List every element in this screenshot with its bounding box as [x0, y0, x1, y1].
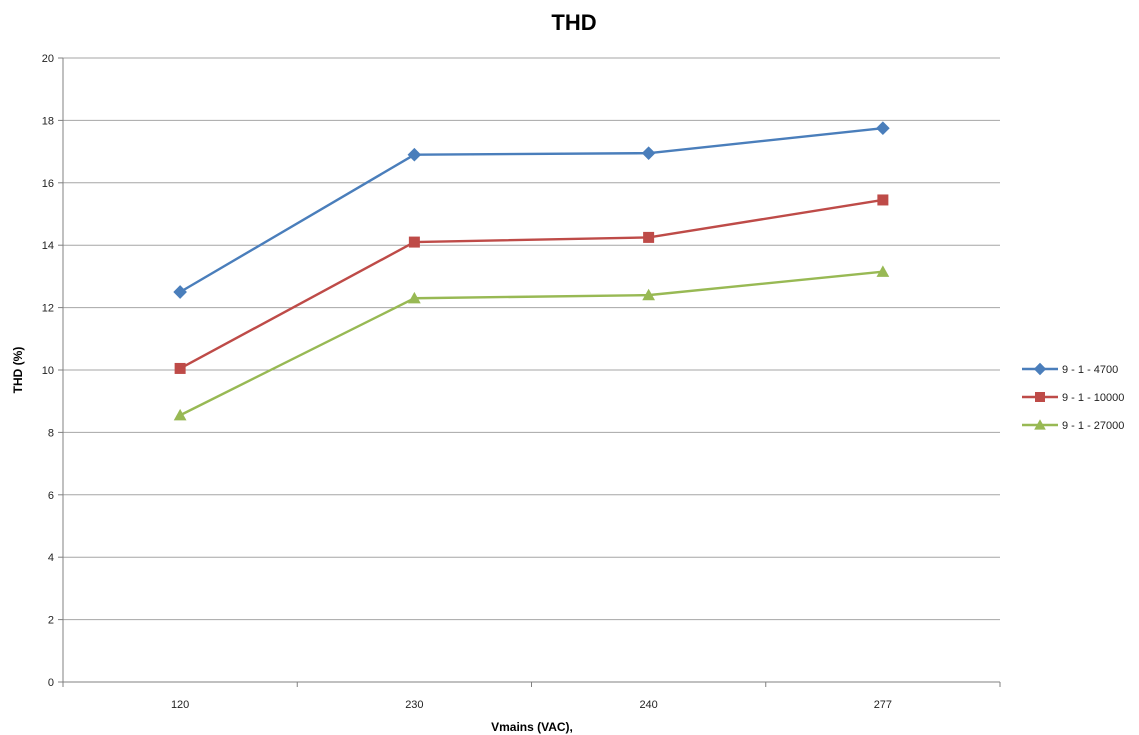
y-tick-label: 6	[48, 490, 54, 502]
data-point	[407, 291, 421, 304]
series-line	[179, 127, 884, 294]
y-tick-label: 4	[48, 552, 54, 564]
data-point	[173, 408, 187, 421]
y-tick-label: 0	[48, 677, 54, 689]
series-2	[173, 265, 890, 421]
legend: 9 - 1 - 4700 9 - 1 - 10000 9 - 1 - 27000	[1022, 362, 1124, 432]
y-tick-label: 12	[42, 303, 54, 315]
data-point	[641, 146, 656, 160]
legend-label: 9 - 1 - 4700	[1062, 364, 1118, 376]
data-point	[407, 147, 422, 162]
legend-marker	[1035, 392, 1045, 402]
series-1	[174, 194, 889, 374]
data-point	[877, 194, 889, 206]
data-point	[876, 121, 890, 136]
legend-marker	[1033, 362, 1047, 376]
data-point	[173, 285, 187, 299]
x-tick-label: 120	[171, 699, 189, 711]
gridlines	[63, 57, 1000, 621]
chart-title: THD	[551, 10, 596, 35]
y-tick-label: 16	[42, 178, 54, 190]
legend-label: 9 - 1 - 10000	[1062, 392, 1124, 404]
series-0	[173, 121, 890, 299]
legend-item: 9 - 1 - 10000	[1022, 392, 1124, 404]
legend-marker	[1034, 419, 1046, 430]
y-tick-label: 8	[48, 427, 54, 439]
axes: 0 2 4 6 8 10 12 14 16 18 20 120 230 240 277	[42, 53, 1001, 711]
y-axis-label: THD (%)	[11, 347, 25, 394]
legend-item: 9 - 1 - 4700	[1022, 362, 1118, 376]
x-tick-label: 277	[874, 699, 892, 711]
data-point	[876, 265, 890, 277]
x-tick-label: 240	[639, 699, 657, 711]
y-tick-label: 10	[42, 365, 54, 377]
legend-label: 9 - 1 - 27000	[1062, 420, 1124, 432]
y-tick-label: 14	[42, 240, 54, 252]
x-axis-label: Vmains (VAC),	[491, 720, 573, 734]
y-tick-label: 20	[42, 53, 54, 65]
y-tick-label: 2	[48, 615, 54, 627]
series-line	[179, 198, 884, 370]
data-point	[643, 231, 655, 243]
data-point	[408, 236, 420, 248]
x-tick-label: 230	[405, 699, 423, 711]
legend-item: 9 - 1 - 27000	[1022, 419, 1124, 432]
series-line	[179, 270, 883, 417]
y-tick-label: 18	[42, 115, 54, 127]
data-point	[174, 362, 186, 374]
data-point	[642, 288, 656, 301]
series-lines	[173, 121, 890, 421]
